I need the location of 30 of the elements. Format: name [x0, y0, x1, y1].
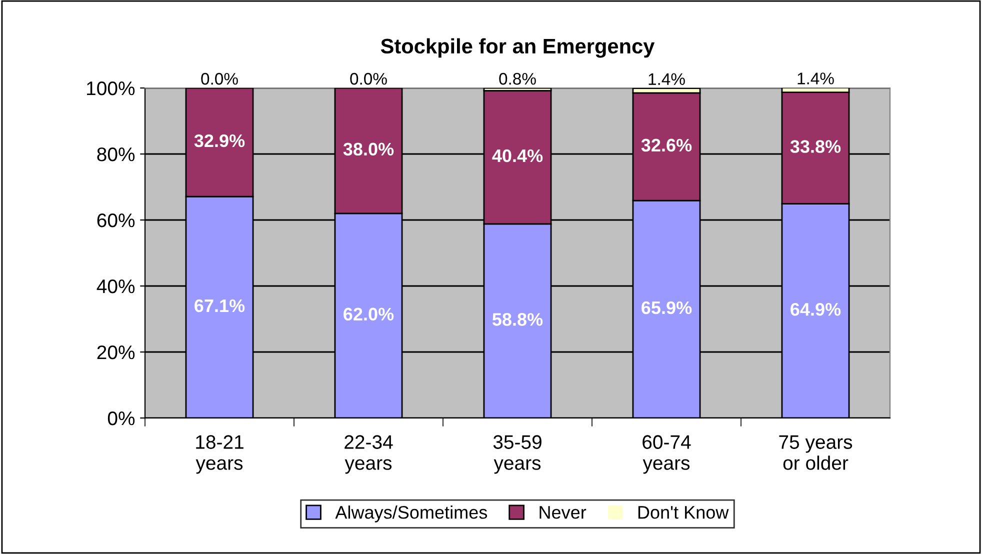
data-label: 0.0%	[350, 72, 387, 85]
data-label: 1.4%	[648, 73, 685, 85]
legend-label: Never	[540, 506, 586, 519]
chart-title: Stockpile for an Emergency	[380, 38, 655, 58]
data-label: 64.9%	[790, 302, 841, 316]
y-tick-label: 100%	[87, 81, 135, 96]
data-label: 65.9%	[642, 301, 692, 314]
x-tick-label: 60-74 years	[642, 435, 691, 474]
data-label: 32.9%	[194, 134, 245, 148]
data-label: 38.0%	[343, 142, 394, 156]
data-label: 32.6%	[641, 138, 692, 152]
data-label: 33.8%	[790, 140, 841, 153]
data-label: 62.0%	[344, 308, 394, 321]
y-tick-label: 80%	[97, 147, 135, 162]
data-label: 40.4%	[492, 149, 543, 162]
x-tick-label: 22-34 years	[344, 435, 393, 474]
x-tick-label: 35-59 years	[493, 435, 542, 474]
data-label: 0.0%	[201, 72, 238, 85]
y-tick-label: 20%	[97, 345, 135, 360]
y-tick-label: 40%	[96, 279, 135, 294]
data-label: 0.8%	[499, 72, 536, 85]
x-tick-label: 18-21 years	[196, 435, 244, 474]
y-tick-label: 60%	[97, 213, 135, 228]
y-tick-label: 0%	[108, 411, 135, 426]
data-label: 67.1%	[194, 299, 245, 312]
legend-label: Always/Sometimes	[335, 506, 488, 522]
data-label: 1.4%	[798, 72, 834, 84]
data-label: 58.8%	[492, 313, 543, 326]
x-tick-label: 75 years or older	[779, 435, 852, 470]
legend-label: Don't Know	[638, 506, 729, 519]
